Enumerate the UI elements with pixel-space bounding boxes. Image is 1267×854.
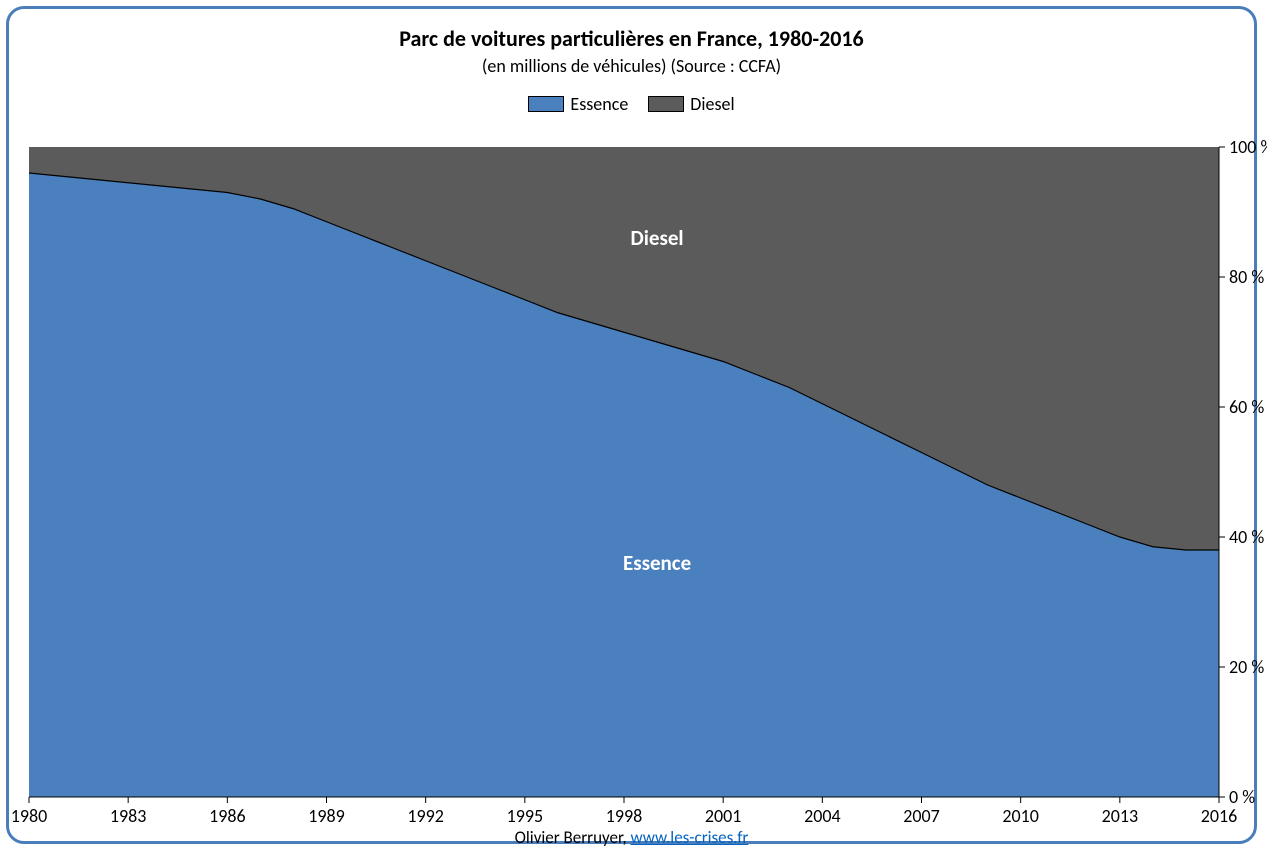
legend-item: Essence bbox=[528, 93, 628, 115]
credit-line: Olivier Berruyer, www.les-crises.fr bbox=[9, 827, 1254, 848]
legend-swatch bbox=[648, 96, 684, 112]
x-tick-label: 1989 bbox=[308, 805, 345, 827]
legend-label: Essence bbox=[570, 93, 628, 115]
y-tick-label: 40 % bbox=[1229, 526, 1264, 548]
plot-area bbox=[29, 147, 1219, 797]
legend-swatch bbox=[528, 96, 564, 112]
credit-link[interactable]: www.les-crises.fr bbox=[631, 827, 749, 848]
legend: Essence Diesel bbox=[9, 93, 1254, 117]
x-tick-label: 1995 bbox=[507, 805, 544, 827]
area-label: Essence bbox=[623, 550, 691, 576]
legend-item: Diesel bbox=[648, 93, 734, 115]
chart-subtitle: (en millions de véhicules) (Source : CCF… bbox=[9, 55, 1254, 77]
y-tick-label: 20 % bbox=[1229, 656, 1264, 678]
y-tick-label: 100 % bbox=[1229, 136, 1267, 158]
x-tick-label: 1998 bbox=[606, 805, 643, 827]
y-tick-label: 80 % bbox=[1229, 266, 1264, 288]
x-tick-label: 1992 bbox=[407, 805, 444, 827]
plot-svg bbox=[29, 147, 1219, 797]
x-tick-label: 2004 bbox=[804, 805, 841, 827]
chart-frame: Parc de voitures particulières en France… bbox=[6, 6, 1257, 844]
x-tick-label: 1983 bbox=[110, 805, 147, 827]
credit-author: Olivier Berruyer, bbox=[515, 827, 631, 848]
x-tick-label: 1980 bbox=[11, 805, 48, 827]
x-tick-label: 2007 bbox=[903, 805, 940, 827]
x-tick-label: 2013 bbox=[1102, 805, 1139, 827]
area-label: Diesel bbox=[631, 225, 684, 251]
x-tick-label: 2001 bbox=[705, 805, 742, 827]
x-tick-label: 2016 bbox=[1201, 805, 1238, 827]
chart-title: Parc de voitures particulières en France… bbox=[9, 25, 1254, 52]
x-tick-label: 1986 bbox=[209, 805, 246, 827]
legend-label: Diesel bbox=[690, 93, 734, 115]
x-tick-label: 2010 bbox=[1002, 805, 1039, 827]
y-tick-label: 60 % bbox=[1229, 396, 1264, 418]
